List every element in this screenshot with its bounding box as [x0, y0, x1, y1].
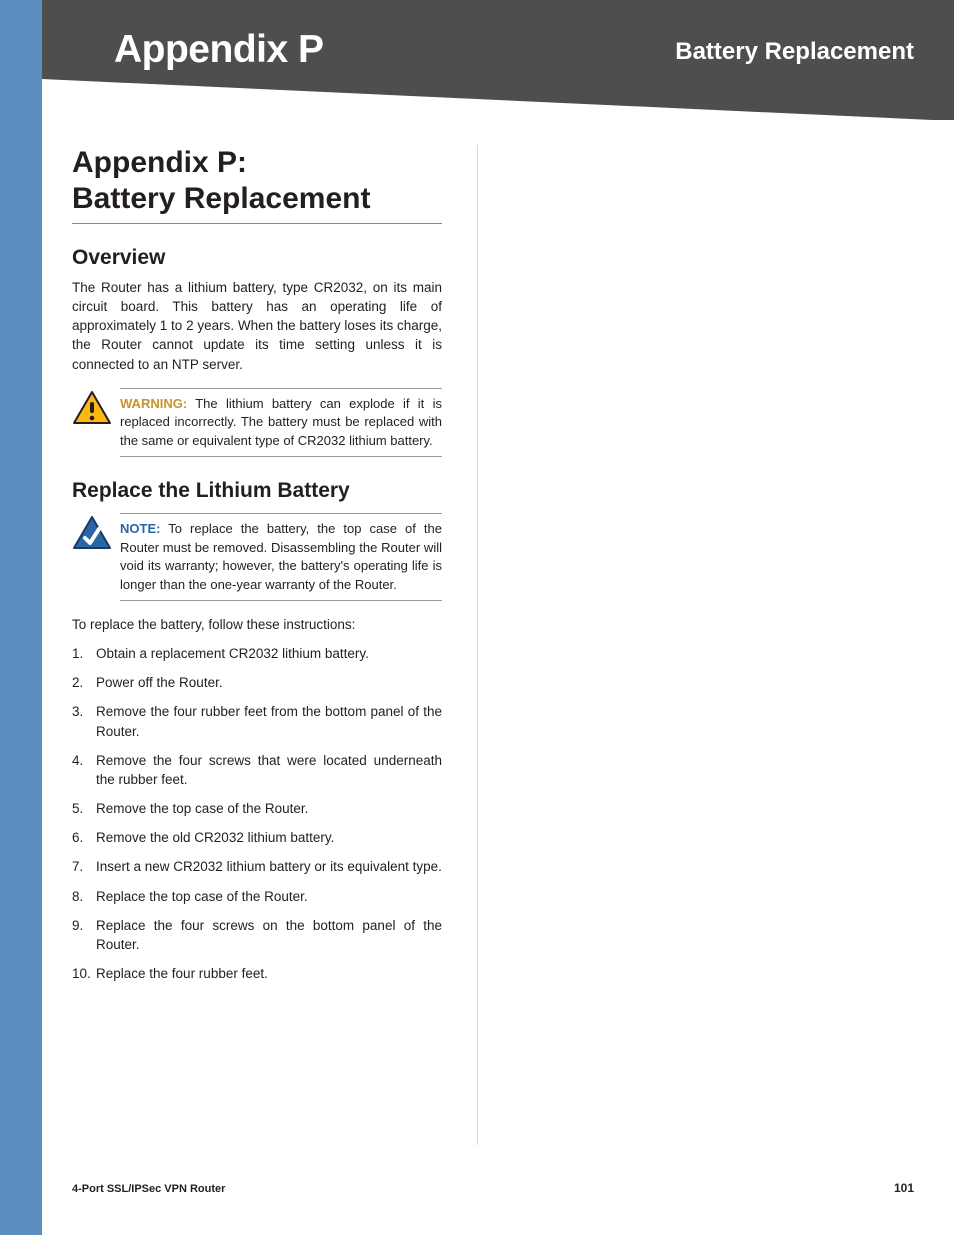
warning-tag: WARNING:: [120, 396, 187, 411]
steps-list: Obtain a replacement CR2032 lithium batt…: [72, 644, 442, 983]
steps-intro: To replace the battery, follow these ins…: [72, 615, 442, 634]
step-item: Remove the old CR2032 lithium battery.: [72, 828, 442, 847]
step-item: Replace the four screws on the bottom pa…: [72, 916, 442, 954]
step-item: Power off the Router.: [72, 673, 442, 692]
footer-page-number: 101: [894, 1181, 914, 1195]
warning-icon: [72, 388, 120, 426]
overview-body: The Router has a lithium battery, type C…: [72, 278, 442, 374]
page-title-line1: Appendix P:: [72, 145, 442, 181]
step-item: Replace the top case of the Router.: [72, 887, 442, 906]
note-callout: NOTE: To replace the battery, the top ca…: [72, 513, 442, 601]
note-tag: NOTE:: [120, 521, 160, 536]
note-icon: [72, 513, 120, 551]
header-title-right: Battery Replacement: [675, 38, 914, 66]
warning-text: WARNING: The lithium battery can explode…: [120, 388, 442, 457]
page: Appendix P Battery Replacement Appendix …: [0, 0, 954, 1235]
step-item: Remove the top case of the Router.: [72, 799, 442, 818]
step-item: Obtain a replacement CR2032 lithium batt…: [72, 644, 442, 663]
step-item: Replace the four rubber feet.: [72, 964, 442, 983]
overview-heading: Overview: [72, 246, 442, 270]
note-text: NOTE: To replace the battery, the top ca…: [120, 513, 442, 601]
header-title-left: Appendix P: [114, 28, 324, 72]
warning-callout: WARNING: The lithium battery can explode…: [72, 388, 442, 457]
main-column: Appendix P: Battery Replacement Overview…: [72, 145, 442, 993]
step-item: Remove the four screws that were located…: [72, 751, 442, 789]
header-banner: Appendix P Battery Replacement: [42, 0, 954, 120]
step-item: Remove the four rubber feet from the bot…: [72, 702, 442, 740]
replace-heading: Replace the Lithium Battery: [72, 479, 442, 503]
page-title-line2: Battery Replacement: [72, 181, 442, 217]
title-rule: [72, 223, 442, 224]
step-item: Insert a new CR2032 lithium battery or i…: [72, 857, 442, 876]
footer-product: 4-Port SSL/IPSec VPN Router: [72, 1183, 225, 1195]
note-body: To replace the battery, the top case of …: [120, 521, 442, 591]
column-divider: [477, 145, 478, 1145]
left-sidebar-stripe: [0, 0, 42, 1235]
